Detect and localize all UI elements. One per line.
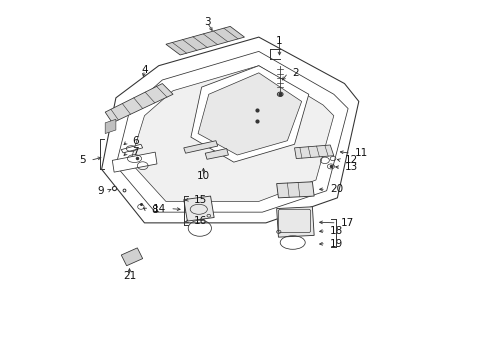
Text: 19: 19 [329, 239, 343, 249]
Polygon shape [276, 182, 313, 198]
Polygon shape [112, 152, 157, 172]
Polygon shape [102, 37, 358, 223]
Text: 18: 18 [329, 226, 343, 236]
Text: 15: 15 [193, 195, 206, 204]
Polygon shape [294, 145, 333, 158]
Text: 2: 2 [292, 68, 298, 78]
Text: 5: 5 [79, 156, 86, 165]
Polygon shape [183, 196, 214, 221]
Polygon shape [130, 66, 333, 202]
Text: 13: 13 [345, 162, 358, 172]
Text: 12: 12 [345, 156, 358, 165]
Polygon shape [121, 144, 142, 153]
Text: 17: 17 [340, 218, 353, 228]
Polygon shape [165, 26, 244, 55]
Polygon shape [116, 51, 347, 212]
Polygon shape [190, 66, 308, 162]
Text: 3: 3 [203, 17, 210, 27]
Polygon shape [183, 141, 217, 153]
Text: 20: 20 [329, 184, 343, 194]
Polygon shape [198, 73, 301, 155]
Text: 8: 8 [151, 205, 158, 215]
Text: 1: 1 [276, 36, 282, 46]
Polygon shape [121, 248, 142, 266]
Polygon shape [205, 149, 228, 159]
Polygon shape [276, 207, 313, 237]
Text: 10: 10 [197, 171, 209, 181]
Polygon shape [105, 84, 173, 123]
Text: 21: 21 [122, 271, 136, 281]
Text: 11: 11 [354, 148, 368, 158]
Text: 6: 6 [132, 136, 138, 147]
Text: 7: 7 [132, 147, 138, 157]
Polygon shape [105, 119, 116, 134]
Text: 9: 9 [97, 186, 103, 196]
Text: 14: 14 [152, 203, 165, 213]
Text: 4: 4 [141, 65, 147, 75]
Text: 16: 16 [193, 216, 206, 226]
